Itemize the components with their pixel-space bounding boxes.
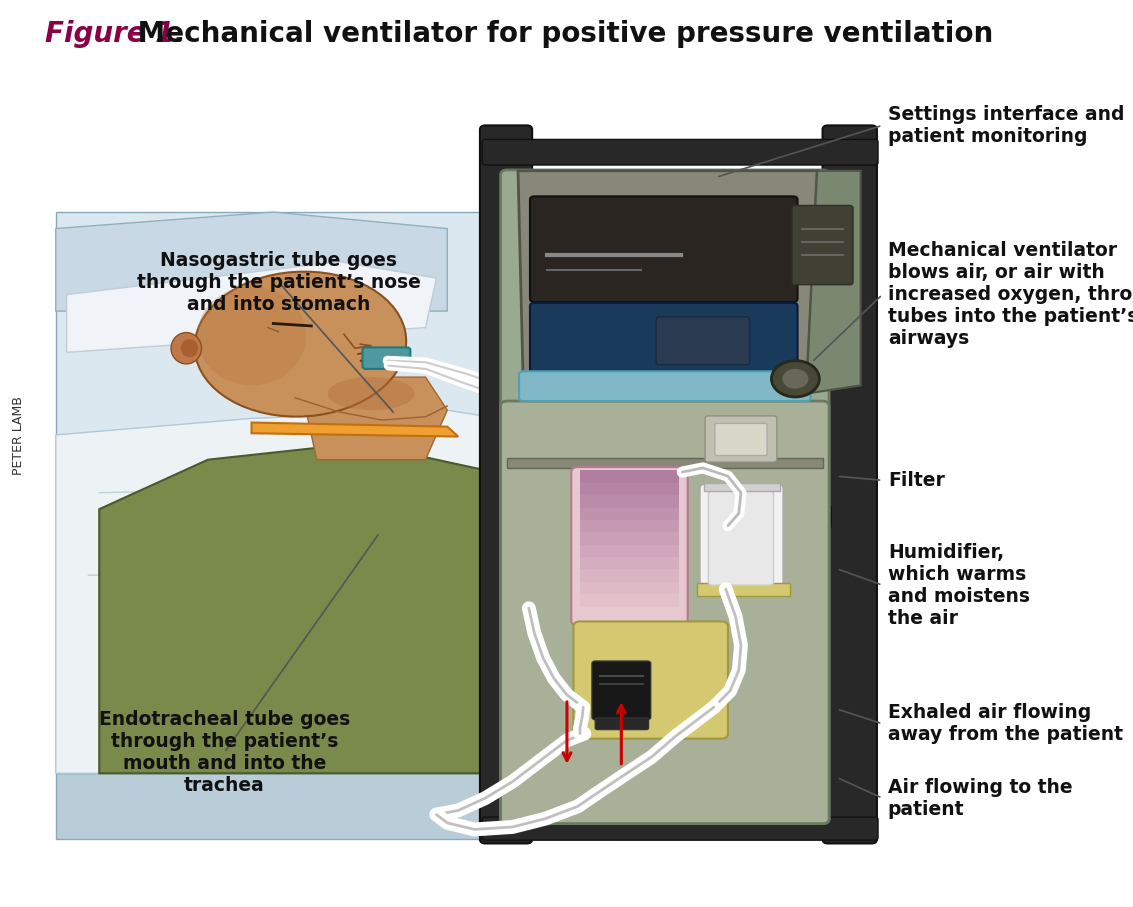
- Bar: [580, 495, 679, 508]
- FancyBboxPatch shape: [480, 125, 533, 844]
- FancyBboxPatch shape: [705, 505, 832, 528]
- Bar: [580, 545, 679, 557]
- Text: Mechanical ventilator for positive pressure ventilation: Mechanical ventilator for positive press…: [128, 20, 994, 48]
- FancyBboxPatch shape: [363, 347, 410, 369]
- Circle shape: [782, 369, 809, 389]
- Polygon shape: [56, 410, 599, 774]
- Bar: [580, 520, 679, 532]
- Polygon shape: [306, 377, 448, 460]
- Text: Settings interface and
patient monitoring: Settings interface and patient monitorin…: [888, 105, 1124, 146]
- FancyBboxPatch shape: [705, 416, 777, 463]
- Bar: [508, 458, 823, 468]
- FancyBboxPatch shape: [708, 491, 774, 585]
- Text: PETER LAMB: PETER LAMB: [11, 396, 25, 474]
- FancyBboxPatch shape: [483, 140, 878, 165]
- Text: Air flowing to the
patient: Air flowing to the patient: [888, 777, 1073, 819]
- FancyBboxPatch shape: [715, 424, 767, 455]
- FancyBboxPatch shape: [700, 483, 783, 592]
- FancyBboxPatch shape: [561, 390, 639, 445]
- Polygon shape: [67, 261, 436, 352]
- FancyBboxPatch shape: [519, 371, 810, 401]
- Circle shape: [590, 411, 610, 425]
- Text: Mechanical ventilator
blows air, or air with
increased oxygen, through
tubes int: Mechanical ventilator blows air, or air …: [888, 241, 1133, 348]
- Text: Endotracheal tube goes
through the patient’s
mouth and into the
trachea: Endotracheal tube goes through the patie…: [99, 710, 350, 795]
- FancyBboxPatch shape: [823, 125, 877, 844]
- FancyBboxPatch shape: [501, 401, 829, 824]
- Polygon shape: [252, 423, 458, 436]
- FancyBboxPatch shape: [573, 621, 727, 738]
- FancyBboxPatch shape: [656, 317, 750, 365]
- Text: Humidifier,
which warms
and moistens
the air: Humidifier, which warms and moistens the…: [888, 542, 1030, 628]
- Bar: [56, 212, 621, 774]
- Ellipse shape: [181, 339, 198, 357]
- Ellipse shape: [171, 333, 202, 364]
- Text: Nasogastric tube goes
through the patient’s nose
and into stomach: Nasogastric tube goes through the patien…: [137, 250, 420, 314]
- Polygon shape: [518, 171, 817, 394]
- Text: Exhaled air flowing
away from the patient: Exhaled air flowing away from the patien…: [888, 703, 1123, 745]
- Bar: [580, 594, 679, 607]
- Polygon shape: [56, 212, 448, 311]
- Circle shape: [772, 361, 819, 397]
- Bar: [580, 570, 679, 581]
- Bar: [580, 557, 679, 570]
- Ellipse shape: [197, 287, 306, 385]
- FancyBboxPatch shape: [501, 170, 829, 824]
- FancyBboxPatch shape: [530, 197, 798, 302]
- FancyBboxPatch shape: [571, 467, 688, 626]
- Polygon shape: [100, 444, 535, 774]
- FancyBboxPatch shape: [591, 661, 650, 719]
- Bar: [698, 583, 790, 596]
- Ellipse shape: [195, 271, 407, 416]
- Ellipse shape: [327, 377, 415, 410]
- FancyBboxPatch shape: [792, 206, 853, 285]
- Polygon shape: [807, 171, 861, 394]
- Text: Figure 1.: Figure 1.: [45, 20, 186, 48]
- Text: Filter: Filter: [888, 471, 945, 490]
- Bar: [580, 581, 679, 594]
- FancyBboxPatch shape: [530, 303, 798, 374]
- Bar: [580, 483, 679, 495]
- Bar: [704, 483, 781, 491]
- Bar: [580, 532, 679, 545]
- FancyBboxPatch shape: [595, 718, 648, 729]
- Bar: [580, 508, 679, 520]
- Bar: [580, 471, 679, 483]
- Bar: [580, 607, 679, 619]
- Bar: [56, 774, 621, 839]
- FancyBboxPatch shape: [483, 817, 878, 840]
